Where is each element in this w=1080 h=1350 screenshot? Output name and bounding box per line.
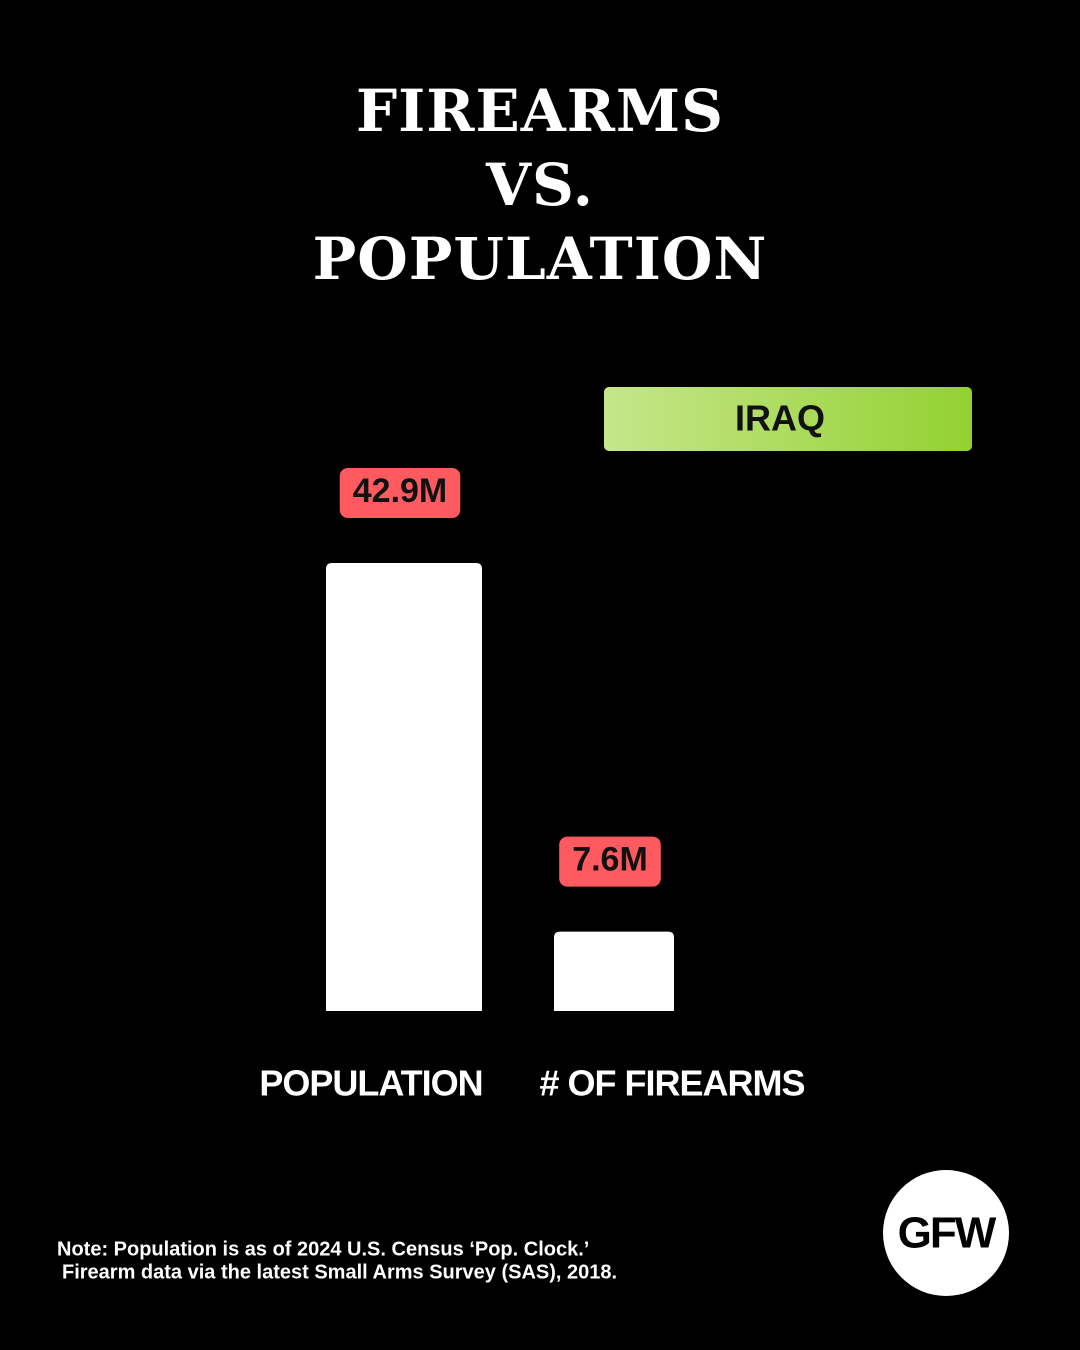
value-label: 7.6M [572, 841, 648, 879]
value-label-bg [559, 836, 661, 887]
x-tick-label: # OF FIREARMS [539, 1063, 804, 1104]
logo: GFW [898, 1209, 997, 1258]
bar [326, 563, 482, 1011]
value-label-bg [339, 468, 461, 518]
bar [554, 931, 674, 1011]
badge-bg [604, 387, 972, 451]
note: Firearm data via the latest Small Arms S… [62, 1261, 617, 1283]
x-tick-label: POPULATION [259, 1063, 482, 1104]
chart-title: FIREARMS VS. POPULATION [313, 77, 768, 293]
logo-bg [883, 1170, 1009, 1296]
note: Note: Population is as of 2024 U.S. Cens… [57, 1238, 589, 1260]
value-label: 42.9M [353, 472, 448, 510]
badge: IRAQ [735, 398, 825, 439]
